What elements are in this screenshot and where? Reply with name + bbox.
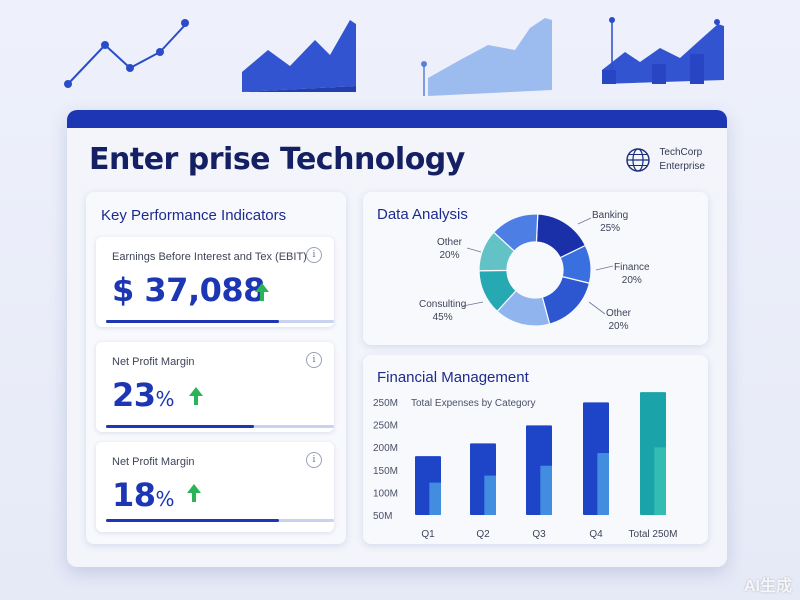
leader-line [577,217,592,225]
data-analysis-panel: Data Analysis Banking 25% Finance 20% Othe… [363,192,708,345]
arrow-up-icon [189,387,203,405]
kpi-label: Earnings Before Interest and Tex (EBIT) [112,251,307,263]
arrow-up-icon [187,484,201,502]
donut-slice [541,275,591,325]
decorative-line-chart [64,19,189,88]
arrow-up-icon [255,283,269,301]
slice-label-other-left: Other 20% [437,237,463,261]
leader-line [595,265,614,271]
info-icon[interactable]: i [306,352,322,368]
brand-logo: TechCorp Enterprise [625,146,705,174]
leader-line [588,301,606,315]
donut-slice [492,213,539,252]
y-tick-label: 250M [373,421,398,432]
kpi-value: 23% [112,376,175,414]
kpi-panel: Key Performance Indicators Earnings Befo… [86,192,346,544]
y-tick-label: 150M [373,466,398,477]
leader-line [466,247,482,253]
y-tick-label: 100M [373,488,398,499]
kpi-label: Net Profit Margin [112,456,195,468]
financial-management-panel: Financial Management Total Expenses by C… [363,355,708,544]
decorative-bar-chart [602,17,724,84]
donut-chart [462,213,614,327]
brand-subtitle: Enterprise [659,161,705,172]
y-tick-label: 250M [373,398,398,409]
data-analysis-title: Data Analysis [377,206,468,223]
kpi-progress-bar [106,425,334,428]
slice-label-finance: Finance 20% [614,262,650,286]
slice-label-consulting: Consulting 45% [419,299,467,323]
kpi-progress-bar [106,519,334,522]
bar-highlight [654,447,666,515]
kpi-value: 18% [112,476,175,514]
kpi-progress-fill [106,425,255,428]
globe-icon [626,148,651,172]
kpi-progress-fill [106,519,280,522]
financial-management-title: Financial Management [377,369,529,386]
slice-label-other-right: Other 20% [606,308,632,332]
x-tick-label: Q2 [476,529,490,540]
chart-title: Total Expenses by Category [411,398,536,409]
x-tick-label: Q4 [589,529,603,540]
kpi-progress-fill [106,320,280,323]
x-tick-label: Q1 [421,529,435,540]
brand-name: TechCorp [659,147,703,158]
decorative-area-chart-1 [242,20,356,92]
kpi-card-ebit[interactable]: Earnings Before Interest and Tex (EBIT) … [96,237,334,327]
kpi-label: Net Profit Margin [112,356,195,368]
decorative-chart-banner [64,17,724,96]
bar-highlight [540,465,552,515]
bar-highlight [429,482,441,515]
decorative-area-chart-2 [421,18,552,96]
bar-highlight [597,453,609,515]
kpi-value: $ 37,088 [112,271,265,309]
slice-label-banking: Banking 25% [592,210,629,234]
x-tick-label: Q3 [532,529,546,540]
watermark: AI生成 [743,578,792,595]
info-icon[interactable]: i [306,452,322,468]
y-tick-label: 200M [373,443,398,454]
x-tick-label: Total 250M [629,529,678,540]
kpi-progress-bar [106,320,334,323]
bar-highlight [484,475,496,515]
kpi-card-net-profit-margin[interactable]: Net Profit Margin i 23% [96,342,334,432]
page-title: Enter prise Technology [89,142,465,177]
kpi-card-net-profit-margin-2[interactable]: Net Profit Margin i 18% [96,442,334,532]
kpi-panel-title: Key Performance Indicators [101,207,287,224]
info-icon[interactable]: i [306,247,322,263]
top-accent-bar [67,110,727,128]
y-tick-label: 50M [373,511,392,522]
expenses-bar-chart: Total Expenses by Category 250M 250M 200M 1… [373,392,678,540]
dashboard-card: Enter prise Technology TechCorp Enterpri… [67,110,727,567]
leader-line [462,301,484,307]
